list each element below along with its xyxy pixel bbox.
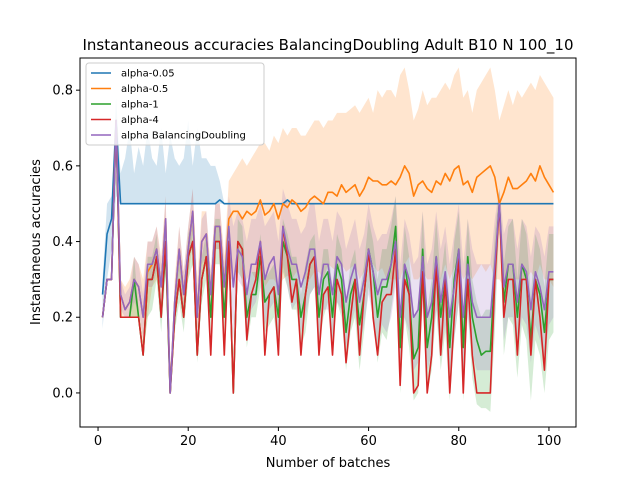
x-tick-label: 80 <box>450 434 467 449</box>
series-lines <box>101 119 555 394</box>
series-4-band <box>102 120 554 393</box>
legend-entry-3: alpha-4 <box>121 115 159 126</box>
x-tick-label: 0 <box>94 434 102 449</box>
y-tick-label: 0.4 <box>52 235 73 250</box>
y-tick-label: 0.0 <box>52 386 73 401</box>
legend: alpha-0.05 alpha-0.5 alpha-1 alpha-4 alpha B… <box>85 62 265 146</box>
legend-entry-4: alpha BalancingDoubling <box>121 131 246 142</box>
y-tick-label: 0.6 <box>52 159 73 174</box>
x-axis-ticks: 0 20 40 60 80 100 <box>94 427 561 449</box>
legend-box <box>85 62 265 146</box>
y-axis-ticks: 0.0 0.2 0.4 0.6 0.8 <box>52 84 80 401</box>
x-tick-label: 100 <box>537 434 562 449</box>
plot-frame <box>79 57 577 428</box>
series-3-line <box>101 119 554 394</box>
legend-entry-1: alpha-0.5 <box>121 84 168 95</box>
y-tick-label: 0.2 <box>52 311 73 326</box>
chart-title: Instantaneous accuracies BalancingDoubli… <box>82 36 573 55</box>
legend-entry-2: alpha-1 <box>121 100 159 111</box>
x-tick-label: 20 <box>180 434 197 449</box>
series-4-line <box>101 119 554 394</box>
x-axis-label: Number of batches <box>266 456 391 471</box>
y-axis-label: Instantaneous accuracies <box>29 159 44 325</box>
series-0-line <box>101 119 554 295</box>
series-1-band <box>102 67 554 393</box>
legend-entry-0: alpha-0.05 <box>121 69 175 80</box>
x-tick-label: 60 <box>360 434 377 449</box>
x-tick-label: 40 <box>270 434 287 449</box>
y-tick-label: 0.8 <box>52 84 73 99</box>
